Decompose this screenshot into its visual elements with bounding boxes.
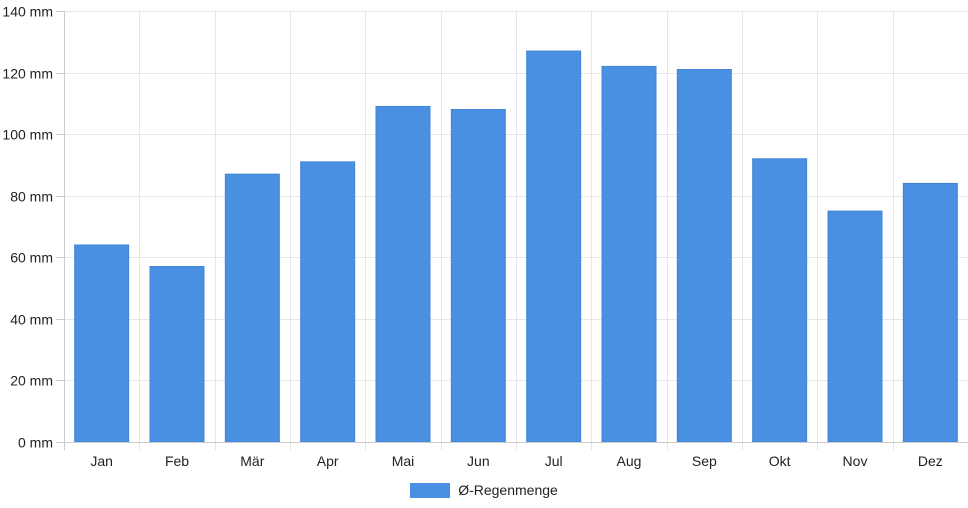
x-tick-label: Nov [843,453,868,469]
x-tick-label: Jan [90,453,113,469]
x-tick-label: Mai [392,453,415,469]
bar-nov [827,210,883,443]
y-tick-labels: 0 mm 20 mm 40 mm 60 mm 80 mm 100 mm 120 mm 140 … [2,4,53,451]
x-tick-label: Mär [240,453,264,469]
bar-feb [149,266,205,443]
y-tick-label: 20 mm [10,373,53,389]
bar-jun [450,109,506,443]
axes [56,11,968,450]
x-tick-label: Feb [165,453,189,469]
y-tick-label: 60 mm [10,250,53,266]
y-tick-label: 40 mm [10,312,53,328]
bar-apr [300,161,356,443]
bar-jul [526,50,582,443]
x-tick-label: Sep [692,453,717,469]
y-tick-label: 120 mm [2,66,53,82]
grid-lines [64,11,968,450]
x-tick-label: Okt [769,453,791,469]
x-tick-label: Jul [545,453,563,469]
bar-okt [752,158,808,443]
y-tick-label: 0 mm [18,435,53,451]
y-tick-label: 80 mm [10,189,53,205]
y-tick-label: 140 mm [2,4,53,20]
legend: Ø-Regenmenge [0,478,968,502]
y-tick-label: 100 mm [2,127,53,143]
bar-mär [224,173,280,443]
x-tick-label: Jun [467,453,490,469]
legend-swatch [410,482,451,498]
bar-aug [601,65,657,443]
bar-jan [74,244,130,443]
bars [74,50,958,443]
bar-mai [375,105,431,443]
x-tick-label: Dez [918,453,943,469]
x-tick-labels: Jan Feb Mär Apr Mai Jun Jul Aug Sep Okt Nov Dez [90,453,942,469]
x-tick-label: Aug [617,453,642,469]
x-tick-label: Apr [317,453,339,469]
legend-label: Ø-Regenmenge [458,482,558,498]
bar-sep [676,68,732,443]
bar-dez [902,182,958,443]
